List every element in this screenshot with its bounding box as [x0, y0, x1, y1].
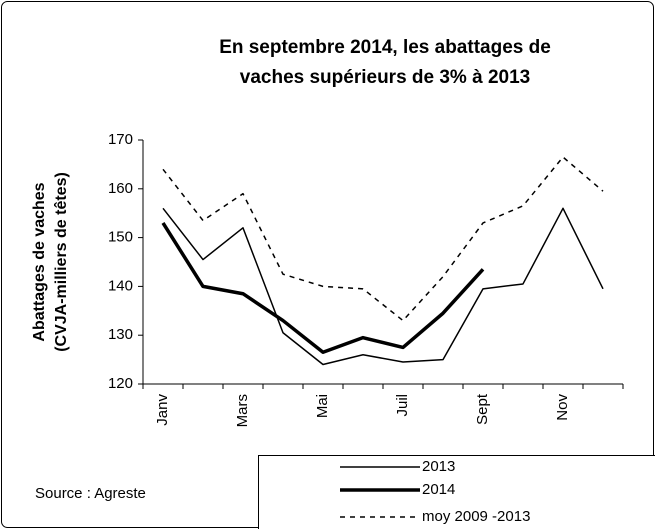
legend-label: moy 2009 -2013 [422, 508, 530, 525]
chart-title: En septembre 2014, les abattages de [219, 37, 551, 58]
y-tick-label: 150 [108, 229, 133, 246]
y-axis-label: (CVJA-milliers de têtes) [53, 172, 70, 352]
x-tick-label: Nov [554, 394, 571, 421]
x-tick-label: Sept [474, 393, 491, 425]
line-series [162, 207, 604, 366]
legend-box [258, 455, 655, 529]
y-axis-label: Abattages de vaches [31, 182, 48, 341]
y-tick-label: 120 [108, 375, 133, 392]
y-tick-label: 140 [108, 277, 133, 294]
x-tick-label: Mars [234, 394, 251, 427]
y-tick-label: 130 [108, 326, 133, 343]
x-tick-label: Janv [154, 394, 171, 426]
chart-title: vaches supérieurs de 3% à 2013 [240, 67, 530, 88]
source: Source : Agreste [35, 485, 146, 502]
y-tick-label: 160 [108, 180, 133, 197]
y-tick-label: 170 [108, 131, 133, 148]
legend-label: 2014 [422, 481, 455, 498]
x-tick-label: Mai [314, 394, 331, 418]
line-series [162, 156, 604, 322]
legend-label: 2013 [422, 458, 455, 475]
line-series [161, 222, 485, 355]
x-tick-label: Juil [394, 394, 411, 417]
